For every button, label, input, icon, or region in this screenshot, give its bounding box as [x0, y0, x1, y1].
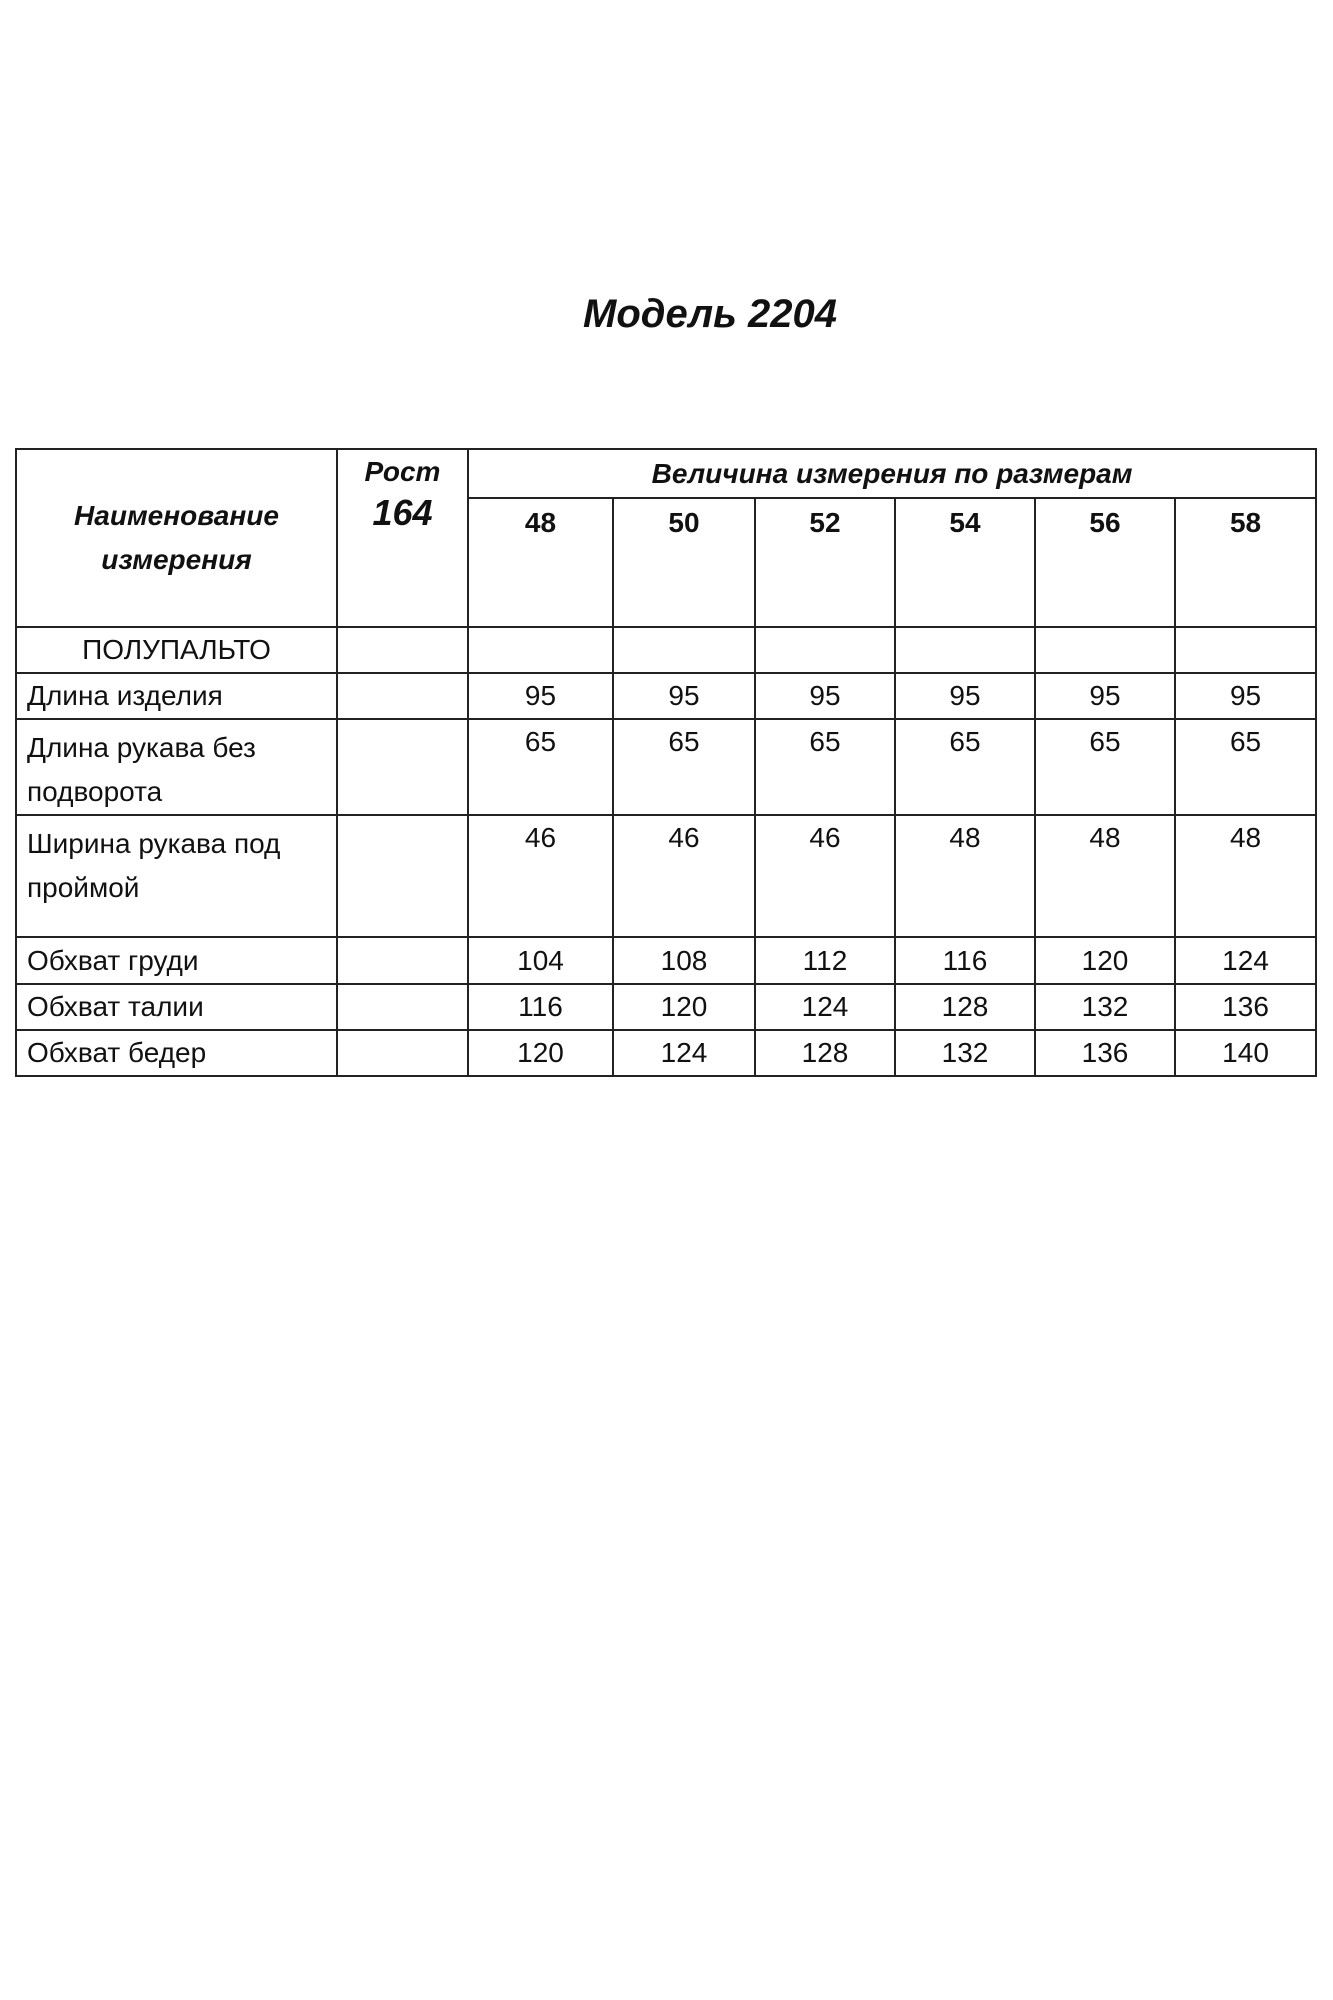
value-cell: 120	[1034, 936, 1176, 985]
size-header-54: 54	[894, 497, 1036, 628]
value-cell: 120	[467, 1029, 614, 1077]
value-cell: 95	[612, 672, 756, 720]
measurement-name: Обхват бедер	[15, 1029, 338, 1077]
value-cell: 65	[612, 718, 756, 816]
value-cell: 132	[894, 1029, 1036, 1077]
value-cell: 112	[754, 936, 896, 985]
table-row: Длина изделия 95 95 95 95 95 95	[15, 672, 1318, 720]
table-row: Ширина рукава под проймой 46 46 46 48 48 48	[15, 814, 1318, 938]
value-cell: 48	[1034, 814, 1176, 938]
table-row: Обхват бедер 120 124 128 132 136 140	[15, 1029, 1318, 1077]
value-cell: 48	[894, 814, 1036, 938]
height-cell	[336, 718, 469, 816]
value-cell: 116	[467, 983, 614, 1031]
table-row: Обхват груди 104 108 112 116 120 124	[15, 936, 1318, 985]
value-cell: 120	[612, 983, 756, 1031]
measurement-name: Ширина рукава под проймой	[15, 814, 338, 938]
height-value: 164	[372, 492, 433, 533]
value-cell: 128	[754, 1029, 896, 1077]
value-cell: 95	[754, 672, 896, 720]
table-row: Обхват талии 116 120 124 128 132 136	[15, 983, 1318, 1031]
size-header-56: 56	[1034, 497, 1176, 628]
value-cell: 124	[754, 983, 896, 1031]
value-cell: 46	[754, 814, 896, 938]
value-cell: 132	[1034, 983, 1176, 1031]
value-cell: 116	[894, 936, 1036, 985]
size-header-48: 48	[467, 497, 614, 628]
size-header-58: 58	[1173, 497, 1318, 628]
measurement-name: Длина рукава без подворота	[15, 718, 338, 816]
measurement-name: Обхват талии	[15, 983, 338, 1031]
value-cell: 108	[612, 936, 756, 985]
height-label: Рост	[364, 456, 441, 487]
measurement-name: Обхват груди	[15, 936, 338, 985]
name-header: Наименование измерения	[15, 448, 338, 628]
value-cell: 136	[1034, 1029, 1176, 1077]
value-cell: 65	[894, 718, 1036, 816]
page-title: Модель 2204	[583, 292, 837, 336]
value-cell: 124	[1173, 936, 1318, 985]
size-header-52: 52	[754, 497, 896, 628]
value-cell: 46	[467, 814, 614, 938]
value-cell: 65	[1034, 718, 1176, 816]
value-cell: 65	[754, 718, 896, 816]
height-cell	[336, 672, 469, 720]
section-label: ПОЛУПАЛЬТО	[15, 626, 338, 674]
value-cell: 65	[467, 718, 614, 816]
value-cell: 48	[1173, 814, 1318, 938]
sizes-header: Величина измерения по размерам	[466, 448, 1318, 499]
height-cell	[336, 983, 469, 1031]
value-cell: 95	[894, 672, 1036, 720]
value-cell: 128	[894, 983, 1036, 1031]
value-cell: 136	[1173, 983, 1318, 1031]
value-cell: 65	[1173, 718, 1318, 816]
size-table: Наименование измерения Рост 164 Величина…	[15, 448, 1318, 1077]
table-row: Длина рукава без подворота 65 65 65 65 65 65	[15, 718, 1318, 816]
height-cell	[336, 814, 469, 938]
size-header-50: 50	[612, 497, 756, 628]
value-cell: 104	[467, 936, 614, 985]
value-cell: 46	[612, 814, 756, 938]
height-header: Рост 164	[336, 448, 469, 628]
measurement-name: Длина изделия	[15, 672, 338, 720]
value-cell: 95	[467, 672, 614, 720]
value-cell: 140	[1173, 1029, 1318, 1077]
height-cell	[336, 936, 469, 985]
height-cell	[336, 1029, 469, 1077]
value-cell: 124	[612, 1029, 756, 1077]
value-cell: 95	[1034, 672, 1176, 720]
value-cell: 95	[1173, 672, 1318, 720]
